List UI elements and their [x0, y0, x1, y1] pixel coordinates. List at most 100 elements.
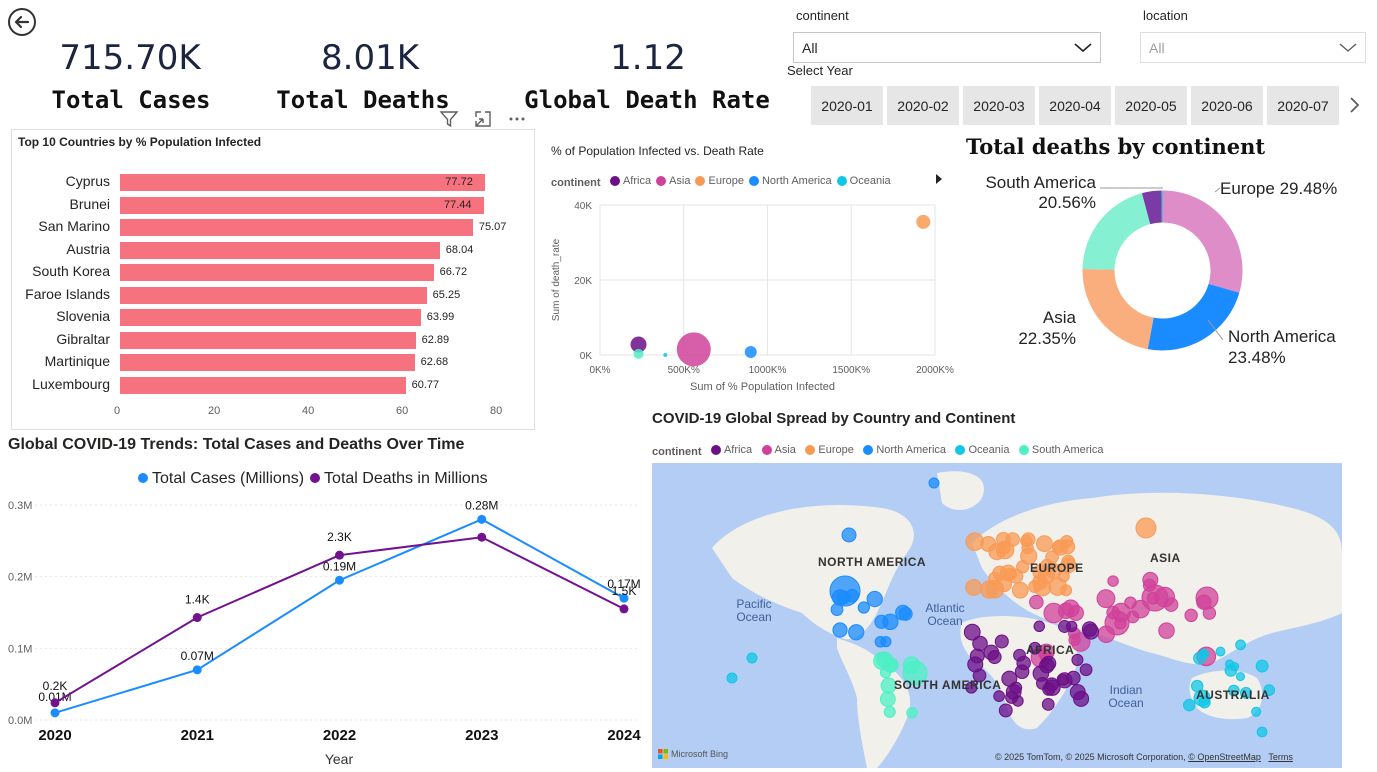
series-point	[335, 550, 344, 560]
map-bubble	[1251, 706, 1262, 717]
continent-dropdown[interactable]: All	[793, 32, 1101, 63]
scatter-point	[663, 353, 668, 357]
year-tile[interactable]: 2020-02	[887, 86, 959, 125]
legend-next-icon[interactable]	[935, 174, 943, 184]
osm-link[interactable]: © OpenStreetMap	[1188, 752, 1261, 762]
donut-chart[interactable]	[1055, 163, 1270, 378]
x-tick: 0	[114, 405, 121, 417]
year-tile[interactable]: 2020-01	[811, 86, 883, 125]
map-bubble	[993, 690, 1005, 702]
map-legend-africa: Africa	[710, 444, 752, 456]
region-label: AFRICA	[1026, 643, 1075, 657]
map-bubble	[1057, 570, 1070, 583]
bar-category-label: Gibraltar	[56, 330, 110, 347]
bar[interactable]	[120, 241, 440, 259]
bar[interactable]	[120, 174, 486, 191]
data-label: 0.2K	[43, 679, 68, 693]
bar-value-label: 66.72	[439, 266, 468, 278]
year-tile[interactable]: 2020-06	[1191, 86, 1263, 125]
bar[interactable]	[120, 264, 434, 281]
series-point	[619, 593, 629, 603]
map-bubble	[1014, 664, 1030, 679]
arrow-left-icon	[14, 15, 30, 29]
label-pct: 22.35%	[1018, 329, 1076, 348]
line-chart-title: Global COVID-19 Trends: Total Cases and …	[8, 436, 465, 453]
scatter-legend-title: continent	[551, 177, 601, 189]
map-bubble	[874, 614, 889, 629]
series-line	[54, 518, 625, 714]
map-bubble	[1263, 684, 1276, 696]
line-legend-item[interactable]: Total Deaths in Millions	[310, 470, 488, 487]
focus-mode-icon[interactable]	[473, 109, 493, 129]
scatter-plot[interactable]: 40K 20K 0K 0K% 500K% 1000K% 1500K% 2000K% Sum of…	[545, 190, 965, 395]
map-bubble	[1107, 575, 1119, 587]
scatter-legend-item[interactable]: Europe	[695, 175, 744, 187]
line-legend-item[interactable]: Total Cases (Millions)	[138, 470, 304, 487]
series-point	[619, 604, 629, 614]
chevron-right-icon[interactable]	[1348, 96, 1360, 114]
more-options-icon[interactable]	[507, 109, 527, 129]
series-point	[335, 575, 344, 585]
chevron-down-icon	[1074, 42, 1092, 52]
series-point	[50, 708, 60, 718]
location-selected: All	[1149, 39, 1165, 56]
year-tile[interactable]: 2020-03	[963, 86, 1035, 125]
map-title: COVID-19 Global Spread by Country and Co…	[652, 410, 1016, 427]
line-legend: Total Cases (Millions) Total Deaths in Mi…	[138, 470, 494, 488]
filter-icon[interactable]	[439, 109, 459, 129]
bar[interactable]	[120, 354, 415, 371]
map-bubble	[1020, 547, 1038, 565]
year-tile[interactable]: 2020-07	[1267, 86, 1339, 125]
scatter-point	[633, 348, 644, 359]
region-label: ASIA	[1150, 551, 1181, 565]
map-bubbles[interactable]	[652, 463, 1342, 768]
bing-text: Microsoft Bing	[671, 749, 729, 759]
scatter-legend-item[interactable]: Asia	[656, 175, 690, 187]
bar[interactable]	[120, 331, 416, 349]
label-name: Europe	[1220, 179, 1275, 198]
map-bubble	[906, 707, 918, 719]
scatter-legend-item[interactable]: North America	[748, 175, 832, 187]
bar-chart-visual[interactable]	[11, 129, 535, 430]
terms-link[interactable]: Terms	[1268, 752, 1293, 762]
map-bubble	[1048, 577, 1067, 596]
x-tick: 1000K%	[749, 365, 787, 376]
map-bubble	[1215, 646, 1226, 657]
bar-category-label: Luxembourg	[32, 375, 110, 392]
map-bubble	[965, 681, 978, 694]
scatter-legend: continent Africa Asia Europe North America O…	[551, 173, 896, 191]
x-tick: 20	[208, 405, 221, 417]
map-bubble	[1079, 663, 1093, 677]
scatter-legend-item[interactable]: Africa	[609, 175, 651, 187]
scatter-legend-item[interactable]: Oceania	[836, 175, 891, 187]
bar[interactable]	[120, 286, 427, 304]
bar[interactable]	[120, 309, 421, 326]
scatter-title: % of Population Infected vs. Death Rate	[551, 144, 764, 158]
y-axis-label: Sum of death_rate	[551, 238, 562, 321]
bar[interactable]	[120, 219, 473, 236]
bar-category-label: Brunei	[69, 195, 110, 212]
bar[interactable]	[120, 376, 406, 394]
bar[interactable]	[120, 196, 484, 214]
map-bubble	[883, 705, 896, 718]
line-chart[interactable]: 0.3M 0.2M 0.1M 0.0M 2020 2021 2022 2023 2024 Year…	[0, 495, 650, 772]
year-tile[interactable]: 2020-04	[1039, 86, 1111, 125]
year-tile[interactable]: 2020-05	[1115, 86, 1187, 125]
series-point	[477, 514, 487, 524]
map-bubble	[1184, 608, 1198, 623]
map-bubble	[1195, 586, 1219, 610]
x-tick: 0K%	[589, 365, 610, 376]
world-map[interactable]: NORTH AMERICA EUROPE ASIA AFRICA SOUTH A…	[652, 463, 1342, 768]
label-name: North America	[1228, 327, 1336, 346]
back-button[interactable]	[8, 8, 36, 36]
series-point	[50, 698, 60, 708]
map-bubble	[963, 623, 981, 641]
bar-category-label: Cyprus	[65, 173, 110, 189]
location-dropdown[interactable]: All	[1140, 32, 1366, 63]
kpi-total-cases-label: Total Cases	[51, 86, 211, 114]
map-bubble	[841, 527, 857, 543]
bar-chart-plot	[0, 0, 1, 1]
kpi-death-rate-value: 1.12	[610, 38, 686, 78]
y-tick: 0.2M	[8, 572, 32, 584]
bar-chart-title: Top 10 Countries by % Population Infecte…	[18, 135, 262, 149]
